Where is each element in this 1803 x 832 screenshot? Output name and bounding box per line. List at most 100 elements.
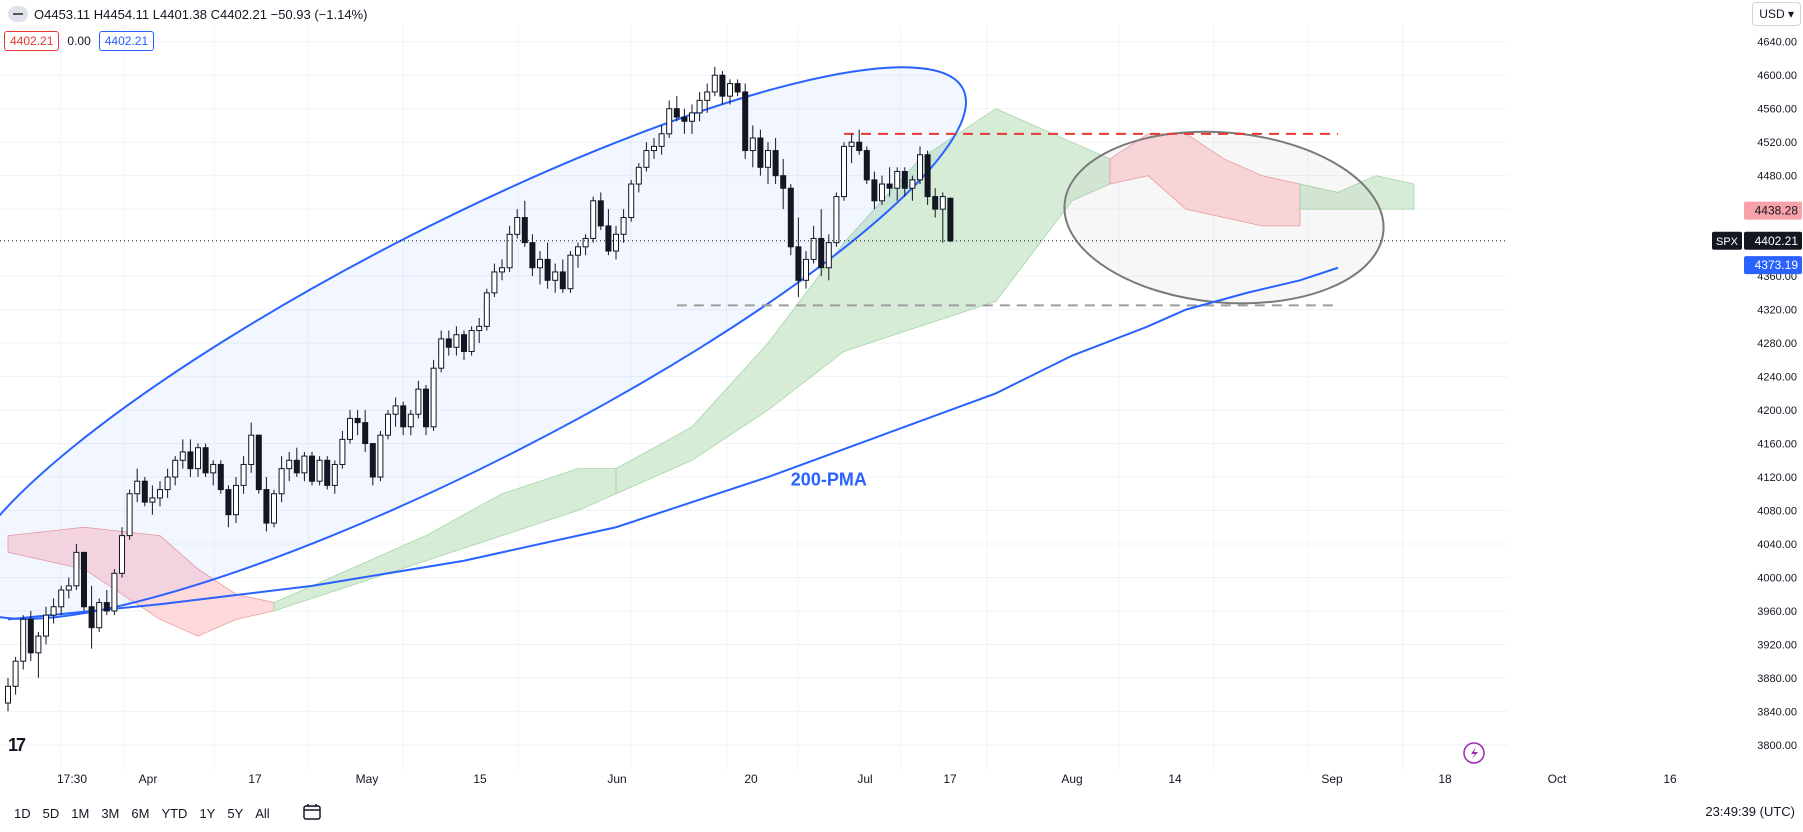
candle <box>430 367 437 428</box>
candle <box>939 196 946 210</box>
candle <box>734 83 741 93</box>
timeframe-button[interactable]: 3M <box>101 805 120 821</box>
candle <box>187 451 194 470</box>
timeframe-button[interactable]: 1Y <box>199 805 216 821</box>
candle <box>111 572 118 612</box>
candle <box>803 258 809 281</box>
candle <box>818 237 825 269</box>
candle <box>947 197 954 242</box>
candle <box>628 183 635 219</box>
candle <box>331 463 338 486</box>
timeframe-button[interactable]: 6M <box>131 805 150 821</box>
currency-selector[interactable]: USD ▾ <box>1752 2 1801 26</box>
candle <box>225 489 232 516</box>
candle <box>35 635 42 654</box>
candle <box>119 535 125 574</box>
candle <box>65 585 72 591</box>
y-tick-label: 4480.00 <box>1757 171 1797 183</box>
candle <box>354 417 361 424</box>
x-tick-label: Jul <box>857 772 872 786</box>
candle <box>202 447 209 474</box>
tradingview-logo-icon: 17 <box>8 735 26 755</box>
x-tick-label: 15 <box>473 772 487 786</box>
candle <box>795 246 802 281</box>
candle <box>613 233 619 252</box>
candle <box>559 271 566 290</box>
candle <box>438 338 445 369</box>
candle <box>772 150 779 177</box>
candle <box>856 141 863 152</box>
price-tag-cloud-text: 4438.28 <box>1755 204 1799 218</box>
candle <box>377 434 384 478</box>
chart-canvas[interactable]: 200-PMA 4640.00 4600.00 4560.00 4520.00 4480.… <box>0 0 1803 794</box>
candle <box>385 413 391 436</box>
x-tick-label: 16 <box>1663 772 1677 786</box>
candle <box>704 91 711 101</box>
candle <box>879 183 885 202</box>
candle <box>894 170 901 189</box>
candle <box>567 254 574 290</box>
candle <box>453 334 460 348</box>
candle <box>58 589 65 608</box>
candle <box>362 422 369 445</box>
timeframe-button[interactable]: 5Y <box>227 805 244 821</box>
candle <box>886 183 893 189</box>
candle <box>575 246 581 256</box>
candle <box>50 606 57 616</box>
y-tick-label: 3880.00 <box>1757 673 1797 685</box>
symbol-menu-icon[interactable] <box>8 6 28 22</box>
candle <box>255 434 262 491</box>
currency-label: USD <box>1759 7 1785 21</box>
candle <box>103 602 110 612</box>
y-tick-label: 4600.00 <box>1757 70 1797 82</box>
candle <box>445 338 452 348</box>
candle <box>711 74 718 93</box>
candle <box>552 271 559 281</box>
candle <box>126 493 133 537</box>
y-tick-label: 4160.00 <box>1757 439 1797 451</box>
candle <box>597 200 604 227</box>
candle <box>491 271 498 294</box>
candle <box>757 137 764 168</box>
x-tick-label: 14 <box>1168 772 1182 786</box>
candle <box>316 459 323 482</box>
timeframe-button[interactable]: All <box>255 805 270 821</box>
timeframe-button[interactable]: 5D <box>42 805 60 821</box>
candle <box>339 438 346 465</box>
x-tick-label: Jun <box>607 772 626 786</box>
timeframe-button[interactable]: 1M <box>71 805 90 821</box>
candle <box>833 196 840 244</box>
x-tick-label: 17 <box>248 772 262 786</box>
price-tag-last-text: 4402.21 <box>1755 234 1799 248</box>
candle <box>233 484 239 516</box>
y-tick-label: 4560.00 <box>1757 104 1797 116</box>
candle <box>651 145 657 152</box>
candle <box>248 434 255 465</box>
candle <box>719 74 726 97</box>
candle <box>643 150 650 168</box>
candle <box>81 551 87 608</box>
candle <box>400 405 407 428</box>
timeframe-button[interactable]: 1D <box>14 805 31 821</box>
y-tick-label: 3800.00 <box>1757 740 1797 752</box>
y-tick-label: 3920.00 <box>1757 639 1797 651</box>
candle <box>12 660 19 687</box>
y-tick-label: 4120.00 <box>1757 472 1797 484</box>
date-range-icon[interactable] <box>296 803 328 824</box>
ichimoku-cloud <box>1299 175 1415 210</box>
candle <box>392 405 399 415</box>
candle <box>673 108 680 118</box>
candle <box>696 99 703 114</box>
event-icon <box>1463 742 1485 764</box>
y-tick-label: 4200.00 <box>1757 405 1797 417</box>
x-tick-label: Sep <box>1321 772 1343 786</box>
range-ellipse <box>1063 130 1385 305</box>
value-change: 0.00 <box>67 34 91 48</box>
timeframe-button[interactable]: YTD <box>161 805 188 821</box>
candle <box>309 455 315 482</box>
candle <box>43 614 49 637</box>
candle <box>88 606 95 629</box>
price-tag-ma-text: 4373.19 <box>1755 258 1799 272</box>
y-tick-label: 4360.00 <box>1757 271 1797 283</box>
candle <box>848 141 855 147</box>
